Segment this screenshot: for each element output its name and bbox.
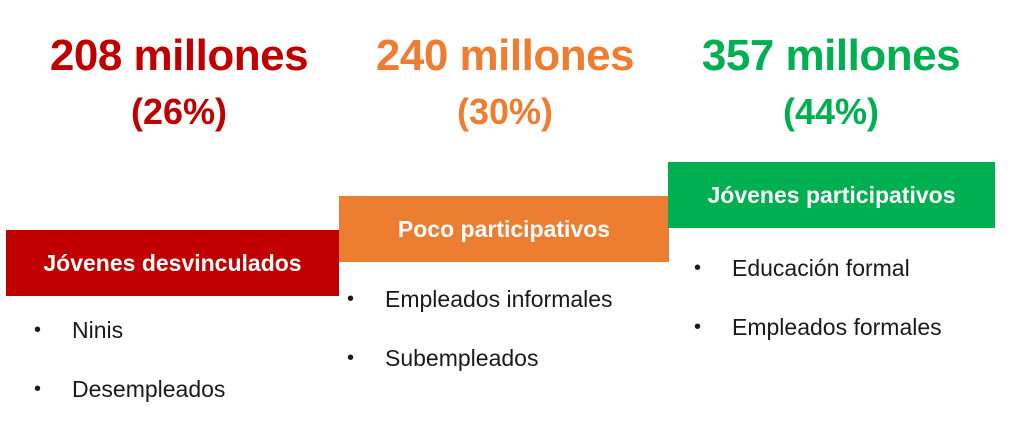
group-1-percent: (26%)	[130, 91, 228, 132]
group-1-headline: 208 millones (26%)	[0, 30, 358, 134]
group-2-bullet-text: Empleados informales	[385, 286, 613, 312]
group-2-label: Poco participativos	[397, 215, 611, 242]
group-1-bullet-text: Desempleados	[72, 376, 226, 402]
group-3-label: Jóvenes participativos	[707, 181, 956, 208]
group-3-count: 357 millones	[701, 31, 961, 80]
group-2-bullet-text: Subempleados	[385, 345, 539, 371]
group-1-bullet-item: • Desempleados	[30, 374, 225, 404]
group-1-count: 208 millones	[49, 31, 309, 80]
group-2-headline: 240 millones (30%)	[340, 30, 670, 134]
group-2-count: 240 millones	[375, 31, 635, 80]
bullet-icon: •	[347, 288, 355, 310]
group-1-bar: Jóvenes desvinculados	[6, 230, 339, 296]
bullet-icon: •	[34, 378, 42, 400]
group-1-bullet-list: • Ninis • Desempleados	[30, 315, 225, 433]
group-3-bullet-text: Educación formal	[732, 255, 910, 281]
group-2-bar: Poco participativos	[339, 196, 669, 262]
bullet-icon: •	[34, 319, 42, 341]
bullet-icon: •	[694, 257, 702, 279]
group-3-bullet-list: • Educación formal • Empleados formales	[690, 253, 942, 371]
group-3-headline: 357 millones (44%)	[668, 30, 994, 134]
group-3-bullet-text: Empleados formales	[732, 314, 942, 340]
group-3-bar: Jóvenes participativos	[668, 162, 995, 228]
bullet-icon: •	[347, 347, 355, 369]
bullet-icon: •	[694, 316, 702, 338]
group-1-bullet-item: • Ninis	[30, 315, 225, 345]
group-1-bullet-text: Ninis	[72, 317, 124, 343]
group-3-percent: (44%)	[782, 91, 880, 132]
group-2-bullet-item: • Empleados informales	[343, 284, 613, 314]
group-2-percent: (30%)	[456, 91, 554, 132]
group-1-label: Jóvenes desvinculados	[43, 249, 302, 276]
group-2-bullet-item: • Subempleados	[343, 343, 613, 373]
group-3-bullet-item: • Educación formal	[690, 253, 942, 283]
group-3-bullet-item: • Empleados formales	[690, 312, 942, 342]
group-2-bullet-list: • Empleados informales • Subempleados	[343, 284, 613, 402]
